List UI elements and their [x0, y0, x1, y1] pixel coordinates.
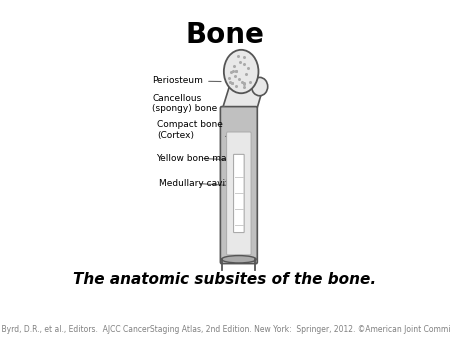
Polygon shape — [221, 78, 262, 112]
Ellipse shape — [224, 50, 258, 93]
Text: Cancellous
(spongy) bone: Cancellous (spongy) bone — [152, 94, 225, 113]
FancyBboxPatch shape — [220, 106, 257, 264]
Text: Periosteum: Periosteum — [152, 76, 221, 86]
Text: Yellow bone marrow: Yellow bone marrow — [156, 154, 246, 163]
Text: Compton, C.C., Byrd, D.R., et al., Editors.  AJCC CancerStaging Atlas, 2nd Editi: Compton, C.C., Byrd, D.R., et al., Edito… — [0, 325, 450, 334]
Ellipse shape — [221, 256, 256, 263]
Text: The anatomic subsites of the bone.: The anatomic subsites of the bone. — [73, 272, 377, 287]
Text: Medullary cavity: Medullary cavity — [159, 179, 234, 188]
FancyBboxPatch shape — [234, 154, 244, 233]
Text: Bone: Bone — [185, 21, 265, 49]
FancyBboxPatch shape — [227, 132, 251, 255]
Ellipse shape — [252, 77, 268, 96]
Text: Compact bone
(Cortex): Compact bone (Cortex) — [157, 120, 227, 140]
